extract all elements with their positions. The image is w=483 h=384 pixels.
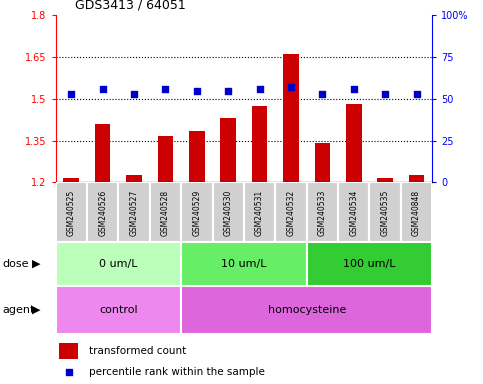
- Text: GSM240527: GSM240527: [129, 190, 139, 236]
- Point: [319, 91, 327, 97]
- Bar: [181, 286, 432, 334]
- Bar: [56, 286, 181, 334]
- Text: GSM240528: GSM240528: [161, 190, 170, 236]
- Text: GSM240535: GSM240535: [381, 190, 390, 236]
- Text: GSM240532: GSM240532: [286, 190, 296, 236]
- Text: agent: agent: [2, 305, 35, 315]
- Bar: [401, 182, 432, 242]
- Bar: [369, 182, 401, 242]
- Text: GSM240533: GSM240533: [318, 190, 327, 236]
- Bar: [189, 131, 205, 182]
- Text: ▶: ▶: [32, 305, 41, 315]
- Bar: [157, 136, 173, 182]
- Point: [382, 91, 389, 97]
- Text: homocysteine: homocysteine: [268, 305, 346, 315]
- Bar: [314, 143, 330, 182]
- Bar: [244, 182, 275, 242]
- Point: [350, 86, 357, 92]
- Text: GSM240526: GSM240526: [98, 190, 107, 236]
- Point: [99, 86, 107, 92]
- Bar: [63, 178, 79, 182]
- Point: [193, 88, 201, 94]
- Bar: [307, 182, 338, 242]
- Point: [65, 369, 72, 376]
- Bar: [275, 182, 307, 242]
- Text: GDS3413 / 64051: GDS3413 / 64051: [75, 0, 185, 12]
- Text: transformed count: transformed count: [89, 346, 187, 356]
- Text: 10 um/L: 10 um/L: [221, 259, 267, 269]
- Text: 0 um/L: 0 um/L: [99, 259, 138, 269]
- Bar: [346, 104, 362, 182]
- Bar: [150, 182, 181, 242]
- Bar: [409, 175, 425, 182]
- Bar: [338, 182, 369, 242]
- Text: dose: dose: [2, 259, 29, 269]
- Bar: [56, 182, 87, 242]
- Bar: [87, 182, 118, 242]
- Bar: [118, 182, 150, 242]
- Point: [287, 84, 295, 90]
- Bar: [181, 182, 213, 242]
- Text: GSM240525: GSM240525: [67, 190, 76, 236]
- Point: [412, 91, 420, 97]
- Bar: [181, 242, 307, 286]
- Bar: [59, 343, 78, 359]
- Bar: [252, 106, 268, 182]
- Text: ▶: ▶: [32, 259, 41, 269]
- Bar: [307, 242, 432, 286]
- Text: GSM240529: GSM240529: [192, 190, 201, 236]
- Bar: [283, 55, 299, 182]
- Bar: [95, 124, 111, 182]
- Bar: [377, 178, 393, 182]
- Point: [161, 86, 170, 92]
- Point: [68, 91, 75, 97]
- Text: GSM240530: GSM240530: [224, 190, 233, 236]
- Bar: [220, 118, 236, 182]
- Text: GSM240534: GSM240534: [349, 190, 358, 236]
- Text: 100 um/L: 100 um/L: [343, 259, 396, 269]
- Bar: [213, 182, 244, 242]
- Text: GSM240531: GSM240531: [255, 190, 264, 236]
- Point: [130, 91, 138, 97]
- Text: control: control: [99, 305, 138, 315]
- Text: GSM240848: GSM240848: [412, 190, 421, 236]
- Point: [224, 88, 232, 94]
- Bar: [126, 175, 142, 182]
- Bar: [56, 242, 181, 286]
- Point: [256, 86, 264, 92]
- Text: percentile rank within the sample: percentile rank within the sample: [89, 367, 265, 377]
